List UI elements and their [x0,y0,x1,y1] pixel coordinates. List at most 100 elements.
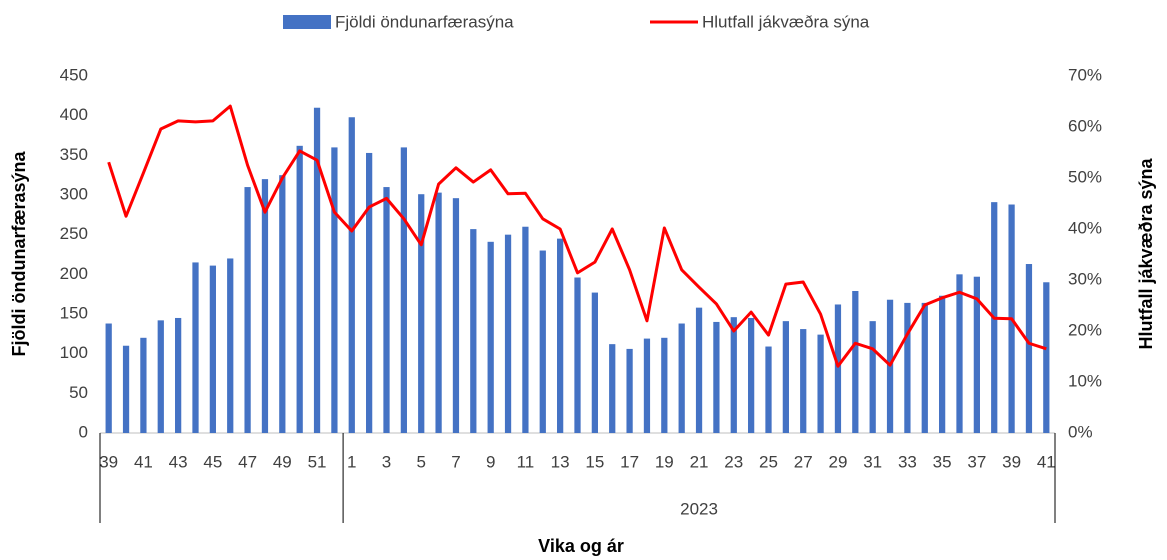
x-tick-label: 7 [451,452,460,471]
bar [782,321,789,433]
x-tick-label: 17 [620,452,639,471]
bar [730,317,737,433]
legend-swatch [283,15,331,29]
bar [383,187,390,433]
y2-tick-label: 60% [1068,116,1102,135]
x-tick-label: 25 [759,452,778,471]
bar [122,345,130,433]
y-tick-label: 0 [79,422,88,441]
bar [105,323,112,433]
y2-tick-label: 0% [1068,422,1093,441]
x-tick-label: 11 [517,452,535,471]
bar [539,250,546,433]
line [107,104,1047,368]
x-tick-label: 5 [416,452,425,471]
x-tick-label: 47 [238,452,257,471]
bar [1043,282,1050,433]
x-tick-label: 13 [551,452,570,471]
bar [852,290,859,433]
bar [209,265,216,433]
bar [470,229,477,433]
bar [834,304,842,433]
x-tick-label: 41 [134,452,153,471]
bar [695,307,703,433]
bar [175,317,182,433]
x-tick-label: 35 [933,452,952,471]
x-tick-label: 1 [347,452,356,471]
x-tick-label: 15 [585,452,604,471]
bar [678,323,685,433]
bar [939,295,946,433]
bar [591,292,598,433]
y2-tick-label: 70% [1068,65,1102,84]
y2-tick-label: 10% [1068,371,1102,390]
y-tick-label: 450 [60,65,88,84]
bar [418,194,425,433]
bar [921,302,928,433]
x-tick-label: 45 [203,452,222,471]
x-tick-label: 3 [382,452,391,471]
x-tick-label: 33 [898,452,917,471]
bar [904,302,911,433]
x-tick-label: 27 [794,452,813,471]
bar [348,117,355,434]
bar [296,145,303,433]
y-tick-label: 250 [60,224,88,243]
y-tick-label: 300 [60,184,88,203]
x-tick-label: 9 [486,452,495,471]
x-tick-label: 23 [724,452,743,471]
bar [748,317,755,433]
bar [504,234,512,433]
x-tick-label: 29 [828,452,847,471]
y-tick-label: 50 [69,383,88,402]
y-tick-label: 400 [60,105,88,124]
y-axis-title: Fjöldi öndunarfærasýna [9,151,29,357]
y-tick-label: 200 [60,264,88,283]
bar [227,258,234,433]
bar [279,175,286,433]
bar [140,337,147,433]
bar [713,321,720,433]
y-tick-label: 150 [60,303,88,322]
legend-label: Fjöldi öndunarfærasýna [335,12,514,31]
bar [574,277,581,433]
bar [435,192,442,433]
bar [192,262,199,433]
x-tick-label: 37 [967,452,986,471]
bar [313,107,321,433]
y2-tick-label: 40% [1068,218,1102,237]
bar [487,241,494,433]
group-label: 2023 [680,499,718,518]
bar [331,147,338,433]
bar [609,344,616,433]
x-tick-label: 31 [863,452,882,471]
bar [800,329,807,433]
bar [557,238,564,433]
x-tick-label: 39 [99,452,118,471]
bar [522,226,529,433]
bar [817,334,824,433]
bar [400,147,407,433]
bar [261,179,269,433]
x-axis-title: Vika og ár [538,536,624,556]
x-tick-label: 39 [1002,452,1021,471]
bar [765,346,772,433]
y-tick-label: 350 [60,145,88,164]
y2-tick-label: 50% [1068,167,1102,186]
x-tick-label: 49 [273,452,292,471]
x-tick-label: 19 [655,452,674,471]
bar [157,320,164,433]
y-tick-label: 100 [60,343,88,362]
bar [626,348,633,433]
x-tick-label: 41 [1037,452,1056,471]
bar [956,274,963,433]
x-tick-label: 51 [308,452,327,471]
y2-axis-title: Hlutfall jákvæðra sýna [1136,157,1156,349]
bar [973,276,980,433]
bar [643,338,651,433]
y2-tick-label: 20% [1068,320,1102,339]
bar [366,152,373,433]
y2-tick-label: 30% [1068,269,1102,288]
